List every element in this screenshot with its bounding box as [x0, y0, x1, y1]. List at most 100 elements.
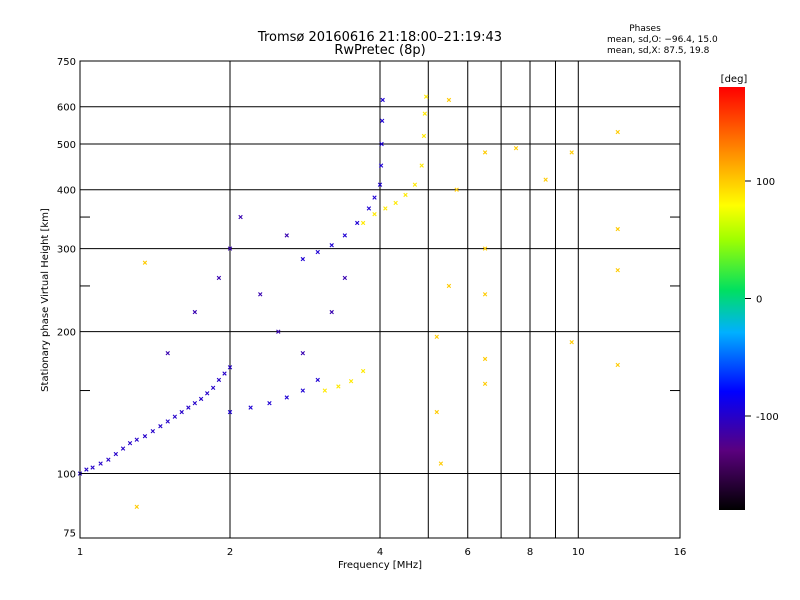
- colorbar-tick-label-0: 100: [756, 177, 775, 188]
- data-point-s1-9: [342, 233, 348, 238]
- data-point-s4-15: [434, 334, 439, 340]
- data-points: [77, 94, 620, 510]
- data-point-s0-4: [106, 457, 111, 462]
- data-point-s2-2: [348, 379, 354, 384]
- data-point-s2-8: [403, 192, 408, 198]
- colorbar-label: [deg]: [721, 74, 748, 85]
- y-axis-label: Stationary phase Virtual Height [km]: [40, 208, 51, 392]
- data-point-s2-10: [419, 163, 424, 168]
- data-point-s0-16: [192, 401, 198, 406]
- y-tick-label-0: 75: [63, 528, 76, 539]
- data-point-s3-1: [192, 309, 198, 315]
- data-point-s1-3: [284, 395, 289, 400]
- data-point-s1-1: [248, 405, 253, 410]
- x-tick-label-3: 6: [465, 547, 471, 558]
- data-point-s2-0: [322, 388, 328, 393]
- data-point-s0-2: [90, 465, 95, 470]
- data-point-s0-8: [134, 437, 139, 442]
- data-point-s2-5: [372, 211, 377, 217]
- data-point-s4-1: [454, 187, 459, 192]
- x-axis-label: Frequency [MHz]: [338, 560, 422, 571]
- phases-o-stats: mean, sd,O: −96.4, 15.0: [607, 35, 718, 45]
- data-point-s2-6: [383, 206, 388, 211]
- data-point-s0-3: [98, 461, 103, 466]
- data-point-s0-21: [222, 371, 227, 376]
- data-point-s4-3: [513, 145, 519, 151]
- y-tick-label-2: 200: [57, 328, 76, 339]
- data-point-s0-13: [172, 414, 178, 419]
- data-point-s4-6: [615, 129, 620, 135]
- data-point-s3-2: [216, 275, 222, 281]
- y-tick-label-7: 750: [57, 57, 76, 68]
- data-point-s1-0: [227, 409, 233, 415]
- data-point-s1-15: [379, 141, 384, 147]
- data-point-s4-13: [615, 362, 620, 368]
- phases-x-stats: mean, sd,X: 87.5, 19.8: [607, 46, 710, 56]
- data-point-s4-2: [482, 150, 488, 155]
- colorbar: [719, 87, 745, 510]
- data-point-s3-6: [276, 329, 281, 334]
- data-point-s3-7: [284, 233, 289, 238]
- data-point-s4-10: [615, 267, 620, 273]
- data-point-s2-1: [336, 384, 341, 389]
- data-point-s2-7: [393, 200, 398, 206]
- data-point-s1-6: [300, 256, 306, 262]
- phases-title: Phases: [629, 24, 661, 34]
- y-tick-label-1: 100: [57, 470, 76, 481]
- data-point-s4-11: [446, 283, 452, 289]
- x-tick-label-2: 4: [377, 547, 383, 558]
- data-point-s4-12: [569, 339, 574, 345]
- data-point-s4-7: [615, 226, 620, 232]
- data-point-s3-3: [227, 246, 233, 251]
- data-point-s1-12: [372, 195, 377, 200]
- data-point-s3-8: [300, 351, 306, 356]
- data-point-s3-0: [165, 351, 170, 356]
- data-point-s1-4: [300, 388, 306, 393]
- colorbar-ticks: 100 0 -100: [745, 177, 779, 423]
- data-point-s4-4: [543, 177, 548, 182]
- data-point-s0-11: [158, 424, 163, 429]
- y-tick-label-5: 500: [57, 140, 76, 151]
- data-point-s2-12: [422, 111, 427, 116]
- data-point-s4-0: [446, 97, 452, 103]
- data-point-s0-5: [113, 451, 119, 457]
- x-tick-label-1: 2: [227, 547, 233, 558]
- data-point-s4-8: [482, 246, 488, 251]
- data-point-s0-12: [165, 419, 170, 424]
- data-point-s4-9: [482, 292, 488, 297]
- data-point-s4-5: [569, 150, 574, 155]
- data-point-s3-10: [342, 275, 348, 281]
- data-point-s1-14: [378, 163, 384, 168]
- plot-frame: [79, 60, 681, 539]
- data-point-s3-4: [238, 214, 243, 220]
- data-point-s0-10: [150, 428, 156, 434]
- data-point-s1-13: [377, 182, 383, 187]
- data-point-s0-14: [179, 409, 184, 415]
- data-point-s4-20: [142, 260, 148, 265]
- y-tick-label-6: 600: [57, 103, 76, 114]
- data-point-s4-18: [482, 381, 488, 387]
- data-point-s1-2: [267, 401, 272, 406]
- data-point-s4-17: [438, 461, 444, 466]
- data-point-s4-19: [134, 504, 139, 510]
- data-point-s0-22: [227, 365, 233, 370]
- data-point-s0-7: [127, 440, 133, 446]
- data-point-s1-10: [355, 220, 360, 226]
- data-point-s2-3: [360, 368, 366, 374]
- data-point-s2-9: [412, 182, 418, 187]
- y-tick-labels: 75 100 200 300 400 500 600 750: [57, 57, 76, 539]
- data-point-s0-18: [205, 391, 210, 396]
- x-tick-labels: 1 2 4 6 8 10 16: [77, 547, 687, 558]
- data-point-s1-7: [315, 249, 320, 255]
- data-point-s1-17: [380, 97, 385, 103]
- x-tick-label-5: 10: [572, 547, 585, 558]
- data-point-s0-9: [142, 434, 148, 439]
- data-point-s3-5: [258, 292, 263, 297]
- data-point-s4-14: [482, 356, 488, 362]
- data-point-s0-1: [84, 467, 89, 472]
- data-point-s2-11: [421, 133, 427, 139]
- y-tick-label-4: 400: [57, 186, 76, 197]
- data-point-s1-16: [379, 118, 385, 124]
- data-point-s0-17: [198, 396, 204, 402]
